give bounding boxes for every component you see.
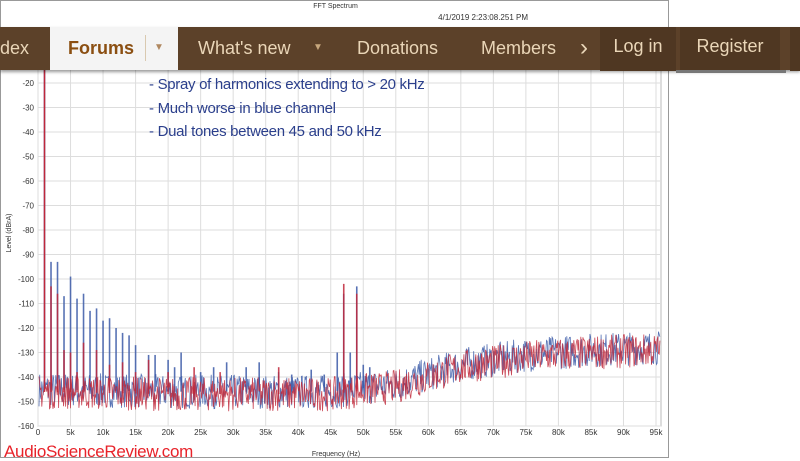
register-button[interactable]: Register (680, 27, 780, 71)
x-tick-label: 55k (389, 428, 403, 437)
nav-item-donations[interactable]: Donations (357, 38, 439, 58)
x-tick-label: 65k (454, 428, 468, 437)
y-tick-label: -140 (18, 373, 35, 382)
y-axis-label: Level (dBrA) (6, 214, 13, 253)
x-tick-label: 95k (650, 428, 664, 437)
x-tick-label: 80k (552, 428, 566, 437)
y-tick-label: -60 (22, 177, 34, 186)
post-image-fft-spectrum[interactable]: FFT Spectrum 4/1/2019 2:23:08.251 PM 0 5k… (0, 0, 669, 461)
y-tick-label: -40 (22, 128, 34, 137)
nav-item-members[interactable]: Members (481, 38, 557, 58)
noise-trace-0 (38, 331, 661, 410)
y-tick-label: -20 (22, 79, 34, 88)
x-tick-label: 0 (36, 428, 41, 437)
y-tick-label: -50 (22, 153, 34, 162)
fft-chart: 0 5k 10k 15k 20k 25k 30k 35k 40k 45k 50k 55k 60k 65k 7… (6, 34, 664, 458)
x-tick-label: 90k (617, 428, 631, 437)
nav-label: Forums (68, 38, 135, 58)
x-tick-label: 10k (97, 428, 111, 437)
note-line: - Much worse in blue channel (149, 99, 336, 117)
chevron-right-icon[interactable]: › (580, 34, 588, 61)
x-tick-label: 70k (487, 428, 501, 437)
x-tick-label: 15k (129, 428, 143, 437)
x-tick-label: 25k (194, 428, 208, 437)
note-line: - Dual tones between 45 and 50 kHz (149, 123, 382, 140)
nav-item-forums[interactable]: Forums ▼ (50, 27, 178, 70)
divider (145, 35, 146, 61)
x-tick-label: 20k (162, 428, 176, 437)
y-tick-label: -160 (18, 422, 35, 431)
nav-label: What's new (198, 38, 291, 58)
note-line: - Spray of harmonics extending to > 20 k… (149, 76, 425, 93)
x-tick-label: 40k (292, 428, 306, 437)
y-tick-label: -70 (22, 202, 34, 211)
y-tick-label: -100 (18, 275, 35, 284)
x-axis-label: Frequency (Hz) (312, 451, 360, 458)
x-tick-label: 85k (584, 428, 598, 437)
dropdown-shadow (676, 70, 786, 73)
y-tick-label: -80 (22, 226, 34, 235)
y-tick-label: -120 (18, 324, 35, 333)
nav-edge (790, 27, 800, 71)
annotation-notes: - Spray of harmonics extending to > 20 k… (149, 73, 425, 144)
caret-down-icon[interactable]: ▼ (154, 42, 164, 53)
timestamp: 4/1/2019 2:23:08.251 PM (438, 13, 528, 22)
login-button[interactable]: Log in (600, 27, 676, 71)
x-tick-label: 50k (357, 428, 371, 437)
y-tick-label: -30 (22, 104, 34, 113)
x-tick-label: 60k (422, 428, 436, 437)
nav-item-index[interactable]: dex (0, 38, 30, 58)
x-tick-label: 5k (66, 428, 75, 437)
chart-title: FFT Spectrum (313, 3, 358, 10)
y-tick-label: -90 (22, 251, 34, 260)
y-tick-label: -150 (18, 398, 35, 407)
x-tick-label: 35k (259, 428, 273, 437)
x-tick-label: 75k (519, 428, 533, 437)
nav-item-whats-new[interactable]: What's new ▼ (198, 27, 323, 70)
x-tick-label: 45k (324, 428, 338, 437)
noise-trace-1 (38, 334, 661, 412)
y-tick-label: -110 (19, 300, 35, 309)
y-tick-label: -130 (18, 349, 35, 358)
x-tick-label: 30k (227, 428, 241, 437)
watermark: AudioScienceReview.com (4, 442, 193, 461)
caret-down-icon[interactable]: ▼ (313, 42, 323, 53)
